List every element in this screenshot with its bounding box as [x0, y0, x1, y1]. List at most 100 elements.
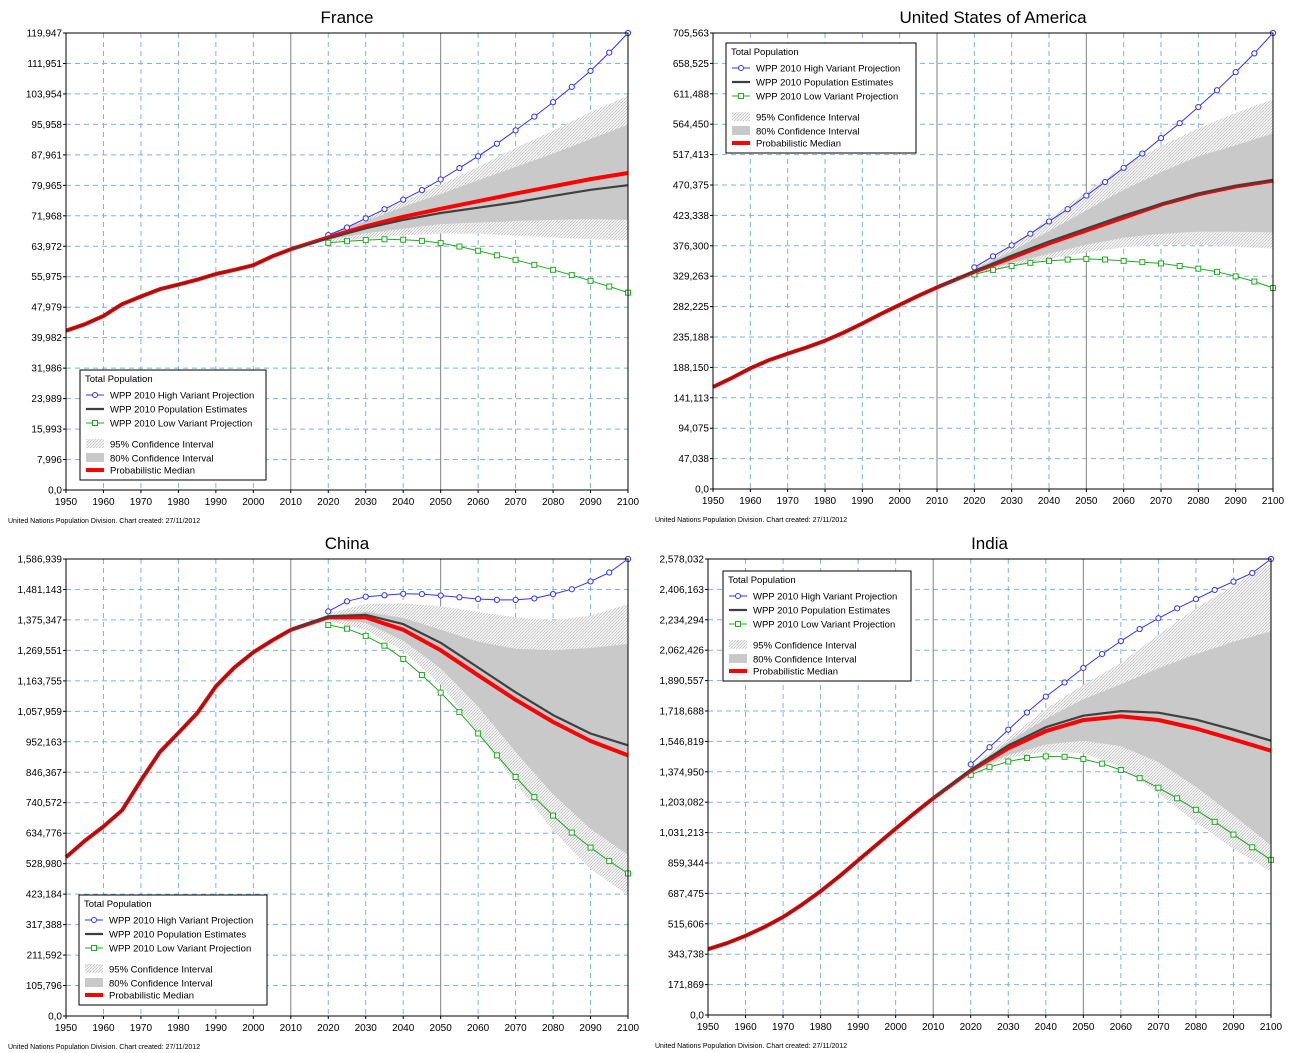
point-low [381, 642, 388, 649]
chart-china: China 0,0 105,796 211,592 317,388 423,184 528,… [8, 534, 640, 1051]
point-low [550, 266, 557, 273]
y-tick-label: 1,031,213 [660, 828, 705, 839]
point-low [400, 236, 407, 243]
legend-label: WPP 2010 Low Variant Projection [753, 620, 895, 631]
point-low [1080, 756, 1087, 763]
y-tick-label: 343,738 [668, 950, 705, 961]
legend-symbol-ci95 [729, 640, 747, 649]
point-high [1083, 192, 1090, 199]
point-high [1008, 242, 1015, 249]
x-tick-label: 1960 [92, 1023, 115, 1034]
y-tick-label: 634,776 [26, 829, 63, 840]
series-median-line [932, 714, 1272, 800]
x-tick-label: 2050 [1075, 496, 1098, 507]
y-tick-label: 470,375 [673, 181, 710, 192]
legend-label: 95% Confidence Interval [756, 113, 860, 124]
point-low [344, 625, 350, 632]
x-tick-label: 1960 [734, 1022, 757, 1033]
y-tick-label: 87,961 [31, 150, 62, 161]
y-tick-label: 103,954 [26, 89, 63, 100]
y-tick-label: 119,947 [27, 29, 63, 40]
point-high [587, 67, 594, 74]
x-axis: 1950 1960 1970 1980 1990 2000 2010 2020 2030 2040… [55, 490, 640, 508]
x-tick-label: 2040 [392, 497, 415, 508]
x-tick-label: 2040 [1035, 1022, 1058, 1033]
series-estimates-line [936, 179, 1274, 289]
point-high [1157, 134, 1165, 142]
x-tick-label: 1970 [772, 1022, 795, 1033]
point-high [549, 591, 557, 598]
legend-symbol-ci95 [732, 112, 750, 121]
series-estimates-line [932, 710, 1272, 800]
point-high [568, 83, 575, 91]
point-low [1174, 795, 1181, 802]
point-low [512, 256, 519, 263]
x-tick-label: 1950 [702, 496, 725, 507]
y-tick-label: 611,488 [674, 89, 710, 100]
series-median-line [290, 615, 629, 758]
x-tick-label: 2080 [1187, 496, 1210, 507]
legend-symbol-ci95 [85, 964, 103, 973]
x-tick-label: 2030 [355, 1023, 378, 1034]
y-tick-label: 141,113 [674, 393, 710, 404]
point-high [1213, 87, 1221, 94]
legend-label: WPP 2010 Population Estimates [109, 930, 246, 941]
point-high [1080, 664, 1087, 672]
legend-label: 95% Confidence Interval [753, 641, 857, 652]
point-high [1099, 650, 1106, 658]
point-high [475, 153, 482, 160]
legend-label: Probabilistic Median [109, 991, 194, 1002]
y-tick-label: 47,038 [678, 454, 709, 465]
point-low [1042, 753, 1049, 760]
y-tick-label: 1,375,347 [18, 615, 63, 626]
point-high [1005, 726, 1012, 733]
y-tick-label: 1,546,819 [660, 737, 705, 748]
chart-footer: United Nations Population Division. Char… [8, 1044, 200, 1051]
y-tick-label: 211,592 [27, 951, 63, 962]
point-high [456, 164, 463, 172]
point-high [475, 595, 482, 603]
point-low [1249, 844, 1256, 851]
x-tick-label: 2060 [1110, 1022, 1133, 1033]
legend-marker-low [92, 420, 98, 426]
y-tick-label: 111,951 [27, 59, 62, 70]
x-tick-label: 2020 [963, 496, 986, 507]
legend-symbol-ci80 [732, 126, 750, 135]
legend: Total Population WPP 2010 High Variant Pr… [79, 369, 267, 481]
x-tick-label: 1970 [130, 497, 153, 508]
y-tick-label: 658,525 [673, 59, 710, 70]
point-high [1120, 164, 1127, 171]
x-tick-label: 2000 [242, 497, 265, 508]
x-tick-label: 2100 [617, 1023, 640, 1034]
point-low [550, 812, 557, 819]
y-tick-label: 2,234,294 [660, 615, 705, 626]
point-low [1136, 775, 1143, 782]
x-tick-label: 1990 [205, 1023, 228, 1034]
point-low [1195, 265, 1202, 272]
point-high [418, 187, 426, 194]
point-high [1232, 69, 1239, 76]
y-tick-label: 47,979 [31, 303, 62, 314]
point-low [475, 730, 482, 737]
legend-box [722, 570, 912, 682]
x-tick-label: 2060 [1113, 496, 1136, 507]
legend-label: 80% Confidence Interval [756, 127, 860, 138]
point-low [1214, 268, 1220, 275]
legend-label: WPP 2010 Population Estimates [756, 78, 893, 89]
point-low [512, 773, 519, 780]
legend-label: 95% Confidence Interval [109, 965, 213, 976]
chart-title: France [321, 8, 374, 27]
x-tick-label: 2000 [242, 1023, 265, 1034]
x-tick-label: 2040 [392, 1023, 415, 1034]
x-tick-label: 1980 [167, 497, 190, 508]
point-high [381, 206, 388, 213]
x-tick-label: 1960 [739, 496, 762, 507]
point-high [1023, 709, 1031, 716]
history-line [65, 248, 292, 332]
point-low [381, 236, 388, 243]
legend-label: Probabilistic Median [756, 139, 841, 150]
y-tick-label: 515,606 [668, 919, 705, 930]
point-low [1232, 273, 1239, 280]
x-tick-label: 2020 [317, 497, 340, 508]
ci80-band [974, 133, 1273, 274]
